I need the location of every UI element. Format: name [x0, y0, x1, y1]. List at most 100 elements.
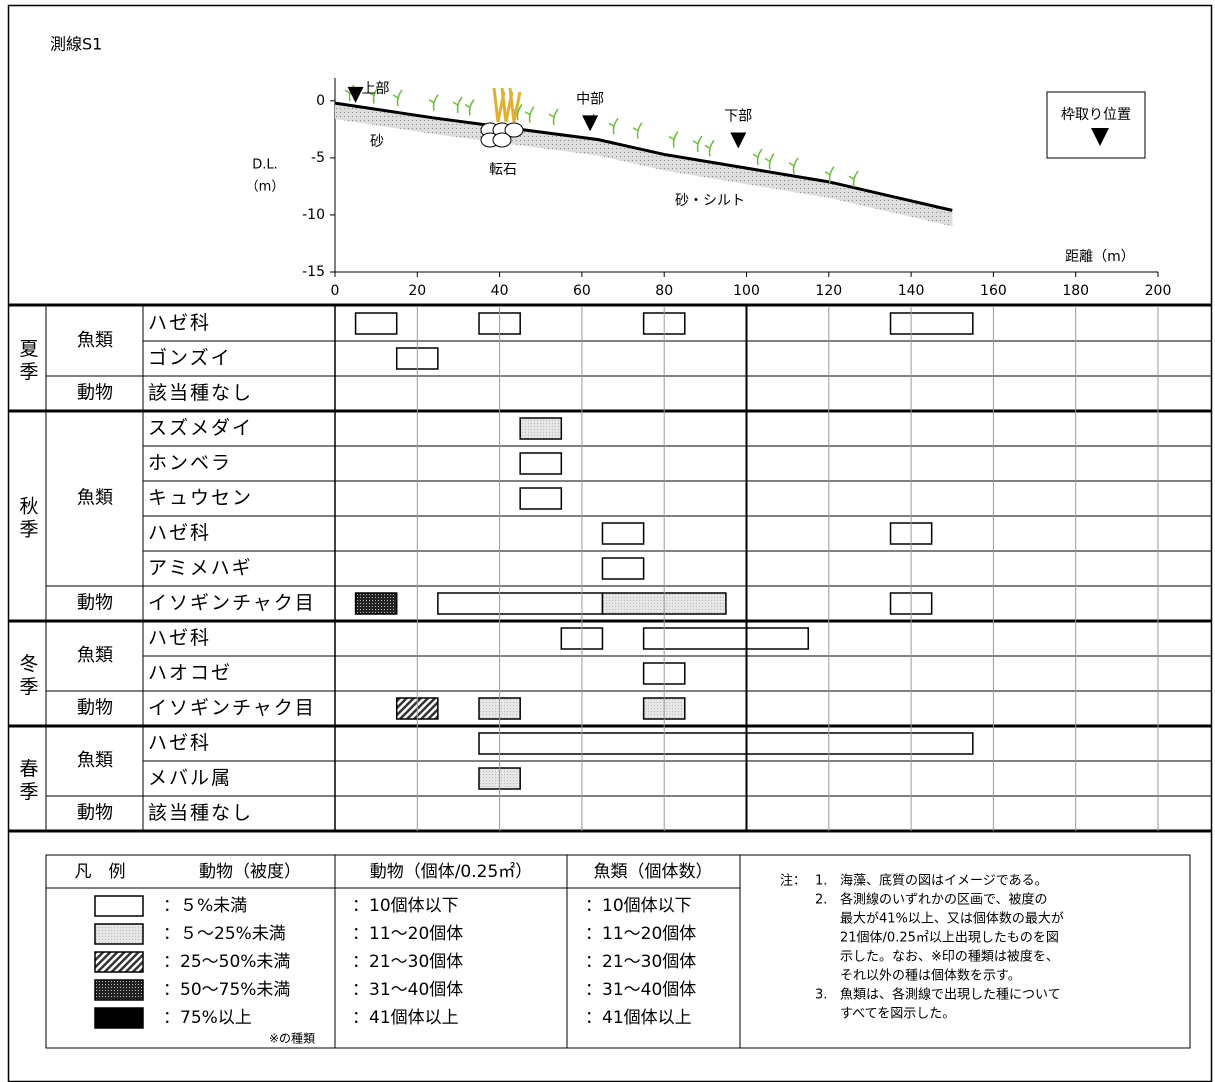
season-label: 夏季: [17, 339, 39, 385]
note-number: 2.: [815, 893, 827, 908]
sediment-band: [335, 103, 953, 227]
rock: [492, 132, 512, 148]
species-label: イソギンチャク目: [148, 592, 316, 614]
group-label: 魚類: [77, 645, 113, 666]
legend-entry: ：31～40個体: [352, 980, 463, 1000]
species-label: 該当種なし: [148, 802, 253, 824]
seaweed: [764, 153, 775, 170]
x-tick-label: 0: [331, 283, 340, 299]
title: 測線S1: [50, 35, 102, 54]
legend-note-mark: ※の種類: [269, 1032, 315, 1046]
seaweed: [392, 89, 403, 107]
occurrence-bar: [519, 487, 563, 510]
note-text: 魚類は、各測線で出現した種について: [840, 987, 1061, 1003]
occurrence-bar: [889, 312, 974, 335]
seaweed: [368, 87, 379, 104]
species-label: アミメハギ: [148, 557, 253, 579]
legend-swatch: [94, 923, 144, 945]
legend-entry: ：25～50%未満: [163, 952, 290, 972]
substrate-label: 転石: [489, 162, 517, 178]
y-axis-label: （m）: [246, 180, 285, 195]
legend-entry: ：50～75%未満: [163, 980, 290, 1000]
occurrence-bar: [642, 627, 809, 650]
seaweed: [704, 139, 715, 157]
note-text: 21個体/0.25㎡以上出現したものを図: [840, 931, 1059, 946]
legend-box: [45, 854, 1191, 1049]
kelp: [508, 87, 522, 123]
seaweed: [608, 117, 619, 135]
note-text: 示した。なお、※印の種類は被度を、: [840, 949, 1059, 965]
species-label: ホンベラ: [148, 452, 232, 474]
x-tick-label: 140: [898, 283, 925, 299]
legend-swatch: [94, 951, 144, 973]
station-label: 下部: [724, 108, 752, 124]
species-label: メバル属: [148, 767, 232, 789]
seaweed: [668, 131, 679, 148]
season-label: 秋季: [17, 496, 39, 542]
legend-swatch: [94, 895, 144, 917]
legend-header: 動物（被度）: [199, 862, 301, 882]
species-label: 該当種なし: [148, 382, 253, 404]
group-label: 魚類: [77, 488, 113, 509]
season-label: 春季: [17, 758, 39, 804]
legend-entry: ：41個体以上: [585, 1008, 692, 1028]
occurrence-bar: [601, 557, 645, 580]
occurrence-bar: [354, 312, 398, 335]
note-number: 3.: [815, 988, 827, 1003]
species-label: ハゼ科: [148, 627, 211, 649]
y-tick-label: -15: [302, 264, 325, 280]
legend-swatch: [94, 1007, 144, 1029]
station-legend-icon: [1091, 128, 1109, 146]
substrate-label: 砂: [370, 134, 384, 150]
legend-entry: ：11～20個体: [352, 924, 463, 944]
seaweed: [464, 99, 475, 116]
seaweed: [752, 148, 763, 166]
group-label: 魚類: [77, 330, 113, 351]
occurrence-bar: [354, 592, 398, 615]
x-tick-label: 40: [491, 283, 509, 299]
y-tick-label: -5: [311, 150, 325, 166]
seabed-line: [334, 101, 953, 212]
species-label: ゴンズイ: [148, 347, 232, 369]
occurrence-bar: [519, 417, 563, 440]
station-label: 上部: [362, 81, 390, 97]
seaweed: [452, 96, 463, 114]
seaweed: [632, 122, 643, 139]
legend-entry: ：５%未満: [163, 896, 247, 916]
legend-swatch: [94, 979, 144, 1001]
legend-header: 魚類（個体数）: [594, 862, 713, 882]
group-label: 魚類: [77, 750, 113, 771]
note-text: 海藻、底質の図はイメージである。: [840, 873, 1048, 889]
notes-prefix: 注：: [780, 874, 806, 889]
seaweed: [848, 170, 859, 188]
note-text: 最大が41%以上、又は個体数の最大が: [840, 912, 1064, 927]
note-text: それ以外の種は個体数を示す。: [840, 968, 1021, 984]
x-axis-label: 距離（m）: [1065, 248, 1135, 265]
x-tick-label: 100: [733, 283, 760, 299]
station-legend-box: [1046, 91, 1146, 159]
species-label: ハゼ科: [148, 312, 211, 334]
legend-header: 動物（個体/0.25㎡）: [370, 862, 533, 882]
legend-entry: ：31～40個体: [585, 980, 696, 1000]
x-tick-label: 60: [573, 283, 591, 299]
group-label: 動物: [77, 593, 113, 614]
species-label: ハオコゼ: [148, 662, 232, 684]
group-label: 動物: [77, 383, 113, 404]
occurrence-bar: [519, 452, 563, 475]
x-tick-label: 120: [815, 283, 842, 299]
x-tick-label: 80: [655, 283, 673, 299]
station-marker: [347, 86, 364, 103]
legend-entry: ：21～30個体: [585, 952, 696, 972]
seaweed: [344, 84, 355, 102]
species-label: イソギンチャク目: [148, 697, 316, 719]
legend-entry: ：10個体以下: [585, 896, 692, 916]
y-axis-label: D.L.: [252, 158, 278, 173]
species-label: スズメダイ: [148, 417, 253, 439]
station-legend: 枠取り位置: [1061, 107, 1131, 123]
x-tick-label: 20: [408, 283, 426, 299]
note-number: 1.: [815, 874, 827, 889]
seaweed: [428, 94, 439, 111]
station-marker: [582, 115, 599, 132]
group-label: 動物: [77, 803, 113, 824]
